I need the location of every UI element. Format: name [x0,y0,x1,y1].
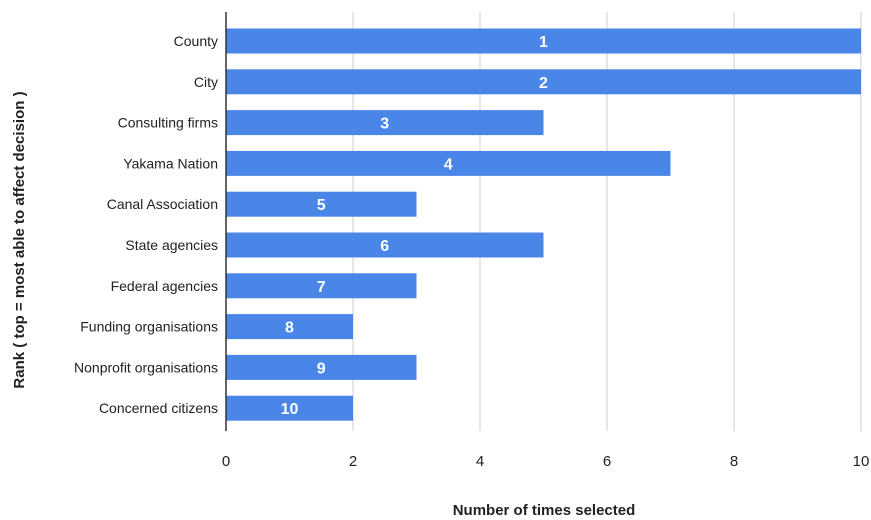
data-label: 1 [539,34,548,51]
data-label: 2 [539,75,548,92]
x-tick-label: 10 [853,453,870,470]
data-label: 10 [281,401,299,418]
bar [226,110,544,136]
category-label: Canal Association [107,196,218,212]
category-label: City [194,74,218,90]
x-tick-label: 8 [730,453,738,470]
bar [226,28,861,54]
category-label: State agencies [125,237,218,253]
category-label: Yakama Nation [123,155,218,171]
bar [226,232,544,258]
bar [226,273,417,299]
x-tick-label: 6 [603,453,611,470]
data-label: 4 [444,156,453,173]
bar [226,354,417,380]
data-label: 6 [380,238,389,255]
x-tick-label: 0 [222,453,230,470]
bar [226,150,671,176]
data-label: 3 [380,116,389,133]
y-axis-title: Rank ( top = most able to affect decisio… [11,91,28,388]
category-label: Consulting firms [118,115,218,131]
data-label: 7 [317,279,326,296]
category-label: County [174,33,218,49]
category-labels: County City Consulting firms Yakama Nation C… [74,33,218,416]
bars [226,28,861,421]
data-label: 9 [317,360,326,377]
bar [226,314,353,340]
category-label: Federal agencies [111,278,218,294]
bar [226,191,417,217]
data-label: 8 [285,320,294,337]
x-tick-labels: 0 2 4 6 8 10 [222,453,870,470]
category-label: Concerned citizens [99,400,218,416]
bar [226,69,861,95]
x-tick-label: 2 [349,453,357,470]
bar [226,395,353,421]
category-label: Funding organisations [80,319,218,335]
x-axis-title: Number of times selected [453,502,636,519]
x-tick-label: 4 [476,453,484,470]
data-labels: 1 2 3 4 5 6 7 8 9 10 [281,34,548,418]
category-label: Nonprofit organisations [74,359,218,375]
data-label: 5 [317,197,326,214]
